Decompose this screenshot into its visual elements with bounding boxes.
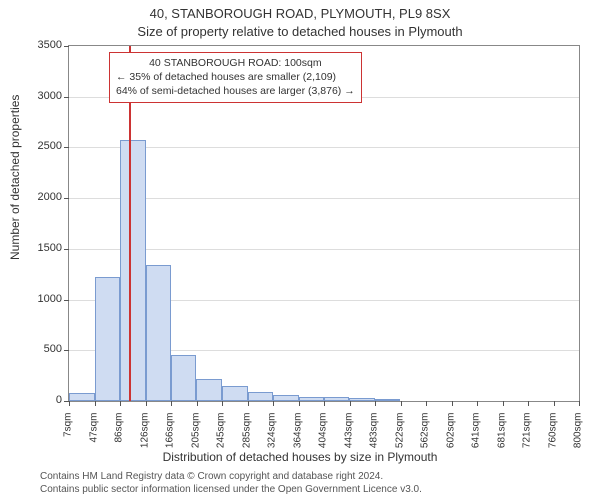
info-box-line1: 40 STANBOROUGH ROAD: 100sqm [116,56,355,70]
y-axis-label: Number of detached properties [8,95,22,260]
footer-attribution: Contains HM Land Registry data © Crown c… [40,470,422,496]
xtick-label: 404sqm [318,413,329,463]
xtick [273,401,274,406]
xtick-label: 126sqm [139,413,150,463]
xtick [69,401,70,406]
histogram-bar [120,140,146,401]
xtick-label: 522sqm [394,413,405,463]
xtick-label: 86sqm [114,413,125,463]
xtick-label: 602sqm [445,413,456,463]
xtick-label: 681sqm [496,413,507,463]
xtick [375,401,376,406]
chart-title-line1: 40, STANBOROUGH ROAD, PLYMOUTH, PL9 8SX [0,6,600,21]
xtick [477,401,478,406]
ytick-label: 500 [22,343,62,355]
ytick-label: 2000 [22,191,62,203]
xtick [401,401,402,406]
xtick-label: 483sqm [369,413,380,463]
xtick [452,401,453,406]
xtick [350,401,351,406]
chart-title-line2: Size of property relative to detached ho… [0,24,600,39]
xtick-label: 800sqm [573,413,584,463]
ytick [64,249,69,250]
plot-area: 40 STANBOROUGH ROAD: 100sqm ← 35% of det… [68,45,580,402]
xtick [171,401,172,406]
xtick-label: 245sqm [216,413,227,463]
ytick [64,350,69,351]
ytick-label: 0 [22,394,62,406]
histogram-bar [324,397,349,401]
ytick [64,46,69,47]
info-box-line3: 64% of semi-detached houses are larger (… [116,84,355,98]
xtick-label: 760sqm [547,413,558,463]
ytick-label: 2500 [22,140,62,152]
xtick-label: 285sqm [241,413,252,463]
xtick-label: 721sqm [522,413,533,463]
xtick [426,401,427,406]
ytick [64,97,69,98]
xtick [120,401,121,406]
xtick [146,401,147,406]
info-box-line2: ← 35% of detached houses are smaller (2,… [116,70,355,84]
histogram-bar [95,277,120,401]
histogram-bar [196,379,222,401]
histogram-bar [248,392,273,401]
footer-line1: Contains HM Land Registry data © Crown c… [40,470,422,483]
xtick [222,401,223,406]
xtick-label: 166sqm [165,413,176,463]
xtick-label: 205sqm [190,413,201,463]
chart-container: 40, STANBOROUGH ROAD, PLYMOUTH, PL9 8SX … [0,0,600,500]
xtick-label: 47sqm [88,413,99,463]
histogram-bar [69,393,95,401]
xtick [579,401,580,406]
histogram-bar [375,399,400,401]
footer-line2: Contains public sector information licen… [40,483,422,496]
histogram-bar [171,355,196,401]
xtick [299,401,300,406]
ytick-label: 3000 [22,90,62,102]
ytick-label: 1500 [22,242,62,254]
xtick [528,401,529,406]
xtick-label: 364sqm [292,413,303,463]
info-box: 40 STANBOROUGH ROAD: 100sqm ← 35% of det… [109,52,362,103]
histogram-bar [222,386,248,401]
ytick-label: 3500 [22,39,62,51]
xtick [503,401,504,406]
xtick [197,401,198,406]
xtick [248,401,249,406]
ytick [64,300,69,301]
histogram-bar [273,395,299,401]
xtick-label: 562sqm [420,413,431,463]
xtick [324,401,325,406]
xtick-label: 443sqm [343,413,354,463]
ytick [64,198,69,199]
xtick [95,401,96,406]
ytick [64,147,69,148]
ytick-label: 1000 [22,293,62,305]
xtick-label: 7sqm [63,413,74,463]
histogram-bar [299,397,325,401]
xtick-label: 641sqm [471,413,482,463]
histogram-bar [349,398,375,401]
histogram-bar [146,265,172,401]
xtick [554,401,555,406]
xtick-label: 324sqm [267,413,278,463]
